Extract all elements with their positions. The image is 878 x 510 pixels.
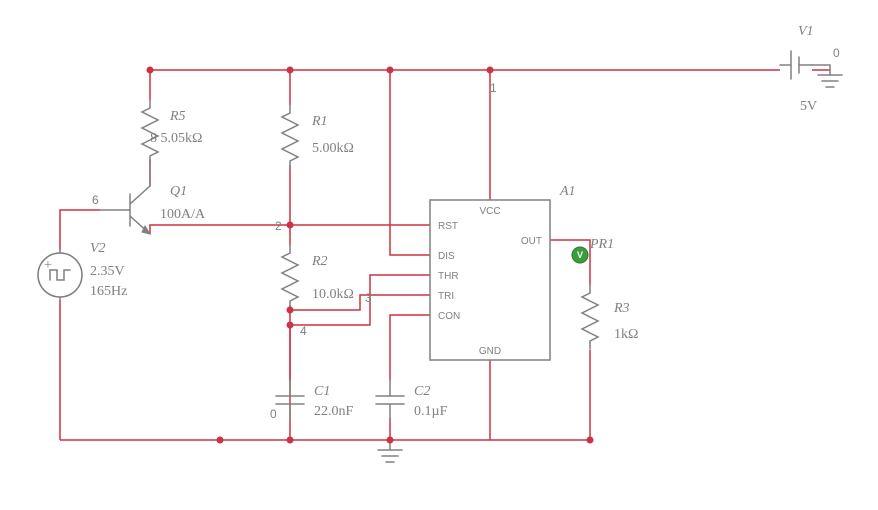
resistor-symbol [282,105,298,169]
junction-node [387,437,394,444]
junction-node [287,307,294,314]
junction-node [287,437,294,444]
wire [390,315,430,380]
svg-text:R3: R3 [613,301,630,316]
junction-node [487,67,494,74]
wire [150,225,290,234]
junction-node [587,437,594,444]
schematic-canvas: + V V1 5V 0 V2 2.35V 165Hz R5 8 5.05kΩ R1 5.00kΩ R2… [0,0,878,510]
svg-text:2: 2 [275,219,282,233]
svg-text:5V: 5V [800,99,817,114]
resistor-symbol [582,285,598,349]
svg-text:10.0kΩ: 10.0kΩ [312,287,354,302]
junction-node [387,67,394,74]
svg-text:0: 0 [270,407,277,421]
svg-text:165Hz: 165Hz [90,284,127,299]
junction-node [217,437,224,444]
junction-node [287,322,294,329]
svg-text:OUT: OUT [521,236,542,247]
svg-text:R5: R5 [169,109,186,124]
svg-text:100A/A: 100A/A [160,207,206,222]
svg-text:CON: CON [438,311,460,322]
svg-text:Q1: Q1 [170,184,187,199]
svg-text:TRI: TRI [438,291,454,302]
resistor-symbol [282,245,298,309]
svg-text:V1: V1 [798,24,814,39]
wire [150,70,780,100]
svg-text:R2: R2 [311,254,328,269]
svg-text:1: 1 [490,81,497,95]
junction-node [147,67,154,74]
svg-text:8 5.05kΩ: 8 5.05kΩ [150,131,202,146]
wire [390,70,430,255]
svg-text:5.00kΩ: 5.00kΩ [312,141,354,156]
svg-text:0.1µF: 0.1µF [414,404,448,419]
svg-text:GND: GND [479,346,501,357]
svg-text:C2: C2 [414,384,430,399]
svg-text:PR1: PR1 [589,237,614,252]
svg-text:RST: RST [438,221,458,232]
svg-text:DIS: DIS [438,251,455,262]
svg-text:2.35V: 2.35V [90,264,125,279]
junction-node [287,222,294,229]
wire [290,295,430,310]
svg-text:R1: R1 [311,114,328,129]
svg-text:C1: C1 [314,384,330,399]
svg-text:V: V [577,250,583,260]
svg-text:1kΩ: 1kΩ [614,327,638,342]
svg-text:+: + [44,258,52,273]
junction-node [287,67,294,74]
svg-text:VCC: VCC [479,206,500,217]
svg-text:A1: A1 [559,184,576,199]
svg-text:4: 4 [300,324,307,338]
svg-text:V2: V2 [90,241,106,256]
svg-text:3: 3 [365,291,372,305]
svg-text:THR: THR [438,271,459,282]
svg-text:22.0nF: 22.0nF [314,404,354,419]
svg-text:0: 0 [833,46,840,60]
svg-text:6: 6 [92,193,99,207]
